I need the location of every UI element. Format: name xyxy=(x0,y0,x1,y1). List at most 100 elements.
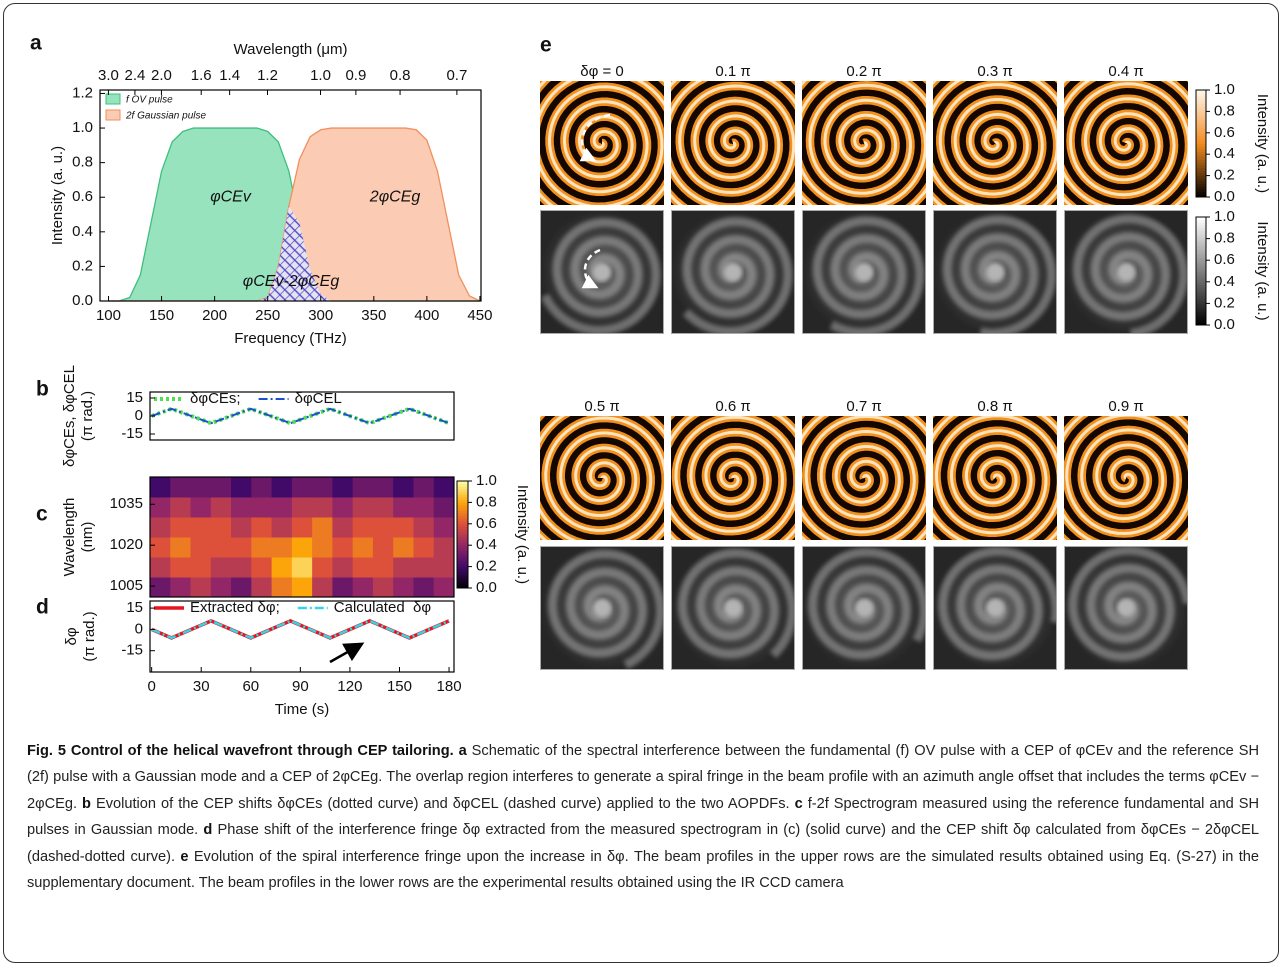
heatmap-cell xyxy=(170,497,192,518)
heatmap-cell xyxy=(352,557,374,578)
colorbar-tick-label: 0.8 xyxy=(476,493,497,510)
fringe xyxy=(808,547,926,660)
colorbar-segment xyxy=(1196,311,1206,315)
heatmap-cell xyxy=(332,497,354,518)
colorbar-tick-label: 0.0 xyxy=(1214,316,1235,333)
heatmap-cell xyxy=(271,517,293,538)
colorbar-segment xyxy=(457,507,468,511)
heatmap-cell xyxy=(291,497,313,518)
x-tick-label: 30 xyxy=(193,678,210,695)
heatmap-cell xyxy=(170,577,192,598)
colorbar-segment xyxy=(1196,284,1206,288)
heatmap-cell xyxy=(150,557,171,578)
axes-frame xyxy=(149,476,455,598)
legend-label: Calculated δφ xyxy=(334,599,432,616)
colorbar-tick-label: 1.0 xyxy=(1214,81,1235,98)
fringe-core xyxy=(1064,416,1188,540)
heatmap-cell xyxy=(312,517,333,538)
simulated-profile xyxy=(1064,416,1188,540)
colorbar-segment xyxy=(457,579,468,584)
colorbar-segment xyxy=(457,563,468,568)
experimental-profile xyxy=(1064,210,1188,334)
colorbar-segment xyxy=(1196,116,1206,120)
colorbar-segment xyxy=(1196,308,1206,312)
colorbar-segment xyxy=(457,531,468,535)
caption-label: c xyxy=(794,795,803,812)
colorbar-segment xyxy=(1196,172,1206,177)
heatmap-cell xyxy=(291,477,313,498)
heatmap-cell xyxy=(413,557,435,578)
phase-label: 0.7 π xyxy=(846,398,881,415)
y-tick-label: 1.2 xyxy=(72,84,93,101)
caption-title: Fig. 5 Control of the helical wavefront … xyxy=(27,743,454,759)
y-tick-label: 0 xyxy=(135,620,143,637)
simulated-profile xyxy=(671,416,795,540)
heatmap-cell xyxy=(413,537,435,558)
colorbar-segment xyxy=(457,518,468,522)
colorbar-segment xyxy=(1196,246,1206,250)
colorbar-segment xyxy=(457,513,468,517)
y-axis-label: δφ xyxy=(63,627,80,645)
experimental-profile xyxy=(671,546,795,670)
colorbar-segment xyxy=(457,505,468,509)
x-tick-label: 400 xyxy=(414,307,439,324)
simulated-profile xyxy=(933,416,1057,540)
colorbar-segment xyxy=(1196,254,1206,258)
heatmap-cell xyxy=(170,557,192,578)
colorbar-tick-label: 0.2 xyxy=(1214,167,1235,184)
y-tick-label: 0.6 xyxy=(72,188,93,205)
colorbar-segment xyxy=(1196,289,1206,294)
legend-swatch xyxy=(105,93,121,105)
simulated-profile xyxy=(540,81,664,205)
caption-text: Schematic of the spectral interference b… xyxy=(27,743,1259,812)
fringe xyxy=(938,546,1057,661)
colorbar-segment xyxy=(1196,298,1206,302)
x2-tick-label: 1.6 xyxy=(191,67,212,84)
heatmap-cell xyxy=(312,497,333,518)
heatmap-cell xyxy=(312,557,333,578)
y-tick-label: 0 xyxy=(135,407,143,424)
fringe xyxy=(942,215,1057,334)
heatmap-cell xyxy=(190,497,212,518)
colorbar-segment xyxy=(1196,303,1206,307)
panel-label: e xyxy=(540,34,552,57)
experimental-profile xyxy=(802,210,926,334)
colorbar-segment xyxy=(1196,281,1206,285)
heatmap-cell xyxy=(413,577,435,598)
profile-border xyxy=(933,546,1057,670)
colorbar-segment xyxy=(457,489,468,493)
experimental-profile xyxy=(1064,546,1188,670)
caption-label: e xyxy=(180,848,189,865)
x2-tick-label: 0.7 xyxy=(446,67,467,84)
colorbar-segment xyxy=(1196,138,1206,142)
fringe xyxy=(682,216,793,334)
phase-label: 0.9 π xyxy=(1108,398,1143,415)
colorbar-segment xyxy=(1196,180,1206,185)
fringe-core xyxy=(1117,263,1135,281)
colorbar-segment xyxy=(457,553,468,557)
x2-tick-label: 1.2 xyxy=(257,67,278,84)
y-tick-label: 0.8 xyxy=(72,154,93,171)
heatmap-cell xyxy=(150,577,171,598)
colorbar-segment xyxy=(457,585,468,589)
colorbar-segment xyxy=(1196,127,1206,131)
profile-border xyxy=(802,210,926,334)
y-tick-label: 15 xyxy=(126,599,143,616)
colorbar-segment xyxy=(457,566,468,570)
colorbar-segment xyxy=(1196,271,1206,275)
colorbar-frame xyxy=(456,480,469,589)
heatmap-cell xyxy=(251,477,273,498)
y-tick-label: 1.0 xyxy=(72,119,93,136)
colorbar-segment xyxy=(1196,249,1206,253)
simulated-profile xyxy=(933,81,1057,205)
colorbar-segment xyxy=(1196,219,1206,223)
series-line xyxy=(151,619,450,640)
y-tick-label: 1020 xyxy=(110,536,143,553)
experimental-profile xyxy=(802,546,926,670)
colorbar-segment xyxy=(1196,238,1206,242)
heatmap-cell xyxy=(150,477,171,498)
colorbar-segment xyxy=(1196,225,1206,229)
colorbar-segment xyxy=(1196,124,1206,128)
colorbar-segment xyxy=(1196,222,1206,226)
colorbar-segment xyxy=(457,526,468,530)
